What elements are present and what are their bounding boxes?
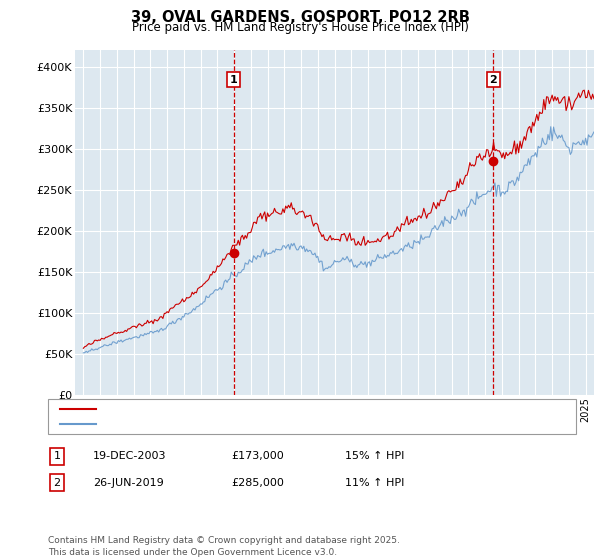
Text: £285,000: £285,000 xyxy=(231,478,284,488)
Text: £173,000: £173,000 xyxy=(231,451,284,461)
Text: 1: 1 xyxy=(230,74,238,85)
Text: 19-DEC-2003: 19-DEC-2003 xyxy=(93,451,167,461)
Text: 15% ↑ HPI: 15% ↑ HPI xyxy=(345,451,404,461)
Text: Contains HM Land Registry data © Crown copyright and database right 2025.
This d: Contains HM Land Registry data © Crown c… xyxy=(48,536,400,557)
Text: 2: 2 xyxy=(490,74,497,85)
Text: 26-JUN-2019: 26-JUN-2019 xyxy=(93,478,164,488)
Text: 39, OVAL GARDENS, GOSPORT, PO12 2RB (semi-detached house): 39, OVAL GARDENS, GOSPORT, PO12 2RB (sem… xyxy=(102,404,443,414)
Text: HPI: Average price, semi-detached house, Gosport: HPI: Average price, semi-detached house,… xyxy=(102,419,365,430)
Text: 1: 1 xyxy=(53,451,61,461)
Text: 11% ↑ HPI: 11% ↑ HPI xyxy=(345,478,404,488)
Text: Price paid vs. HM Land Registry's House Price Index (HPI): Price paid vs. HM Land Registry's House … xyxy=(131,21,469,34)
Text: 39, OVAL GARDENS, GOSPORT, PO12 2RB: 39, OVAL GARDENS, GOSPORT, PO12 2RB xyxy=(131,10,469,25)
Text: 2: 2 xyxy=(53,478,61,488)
